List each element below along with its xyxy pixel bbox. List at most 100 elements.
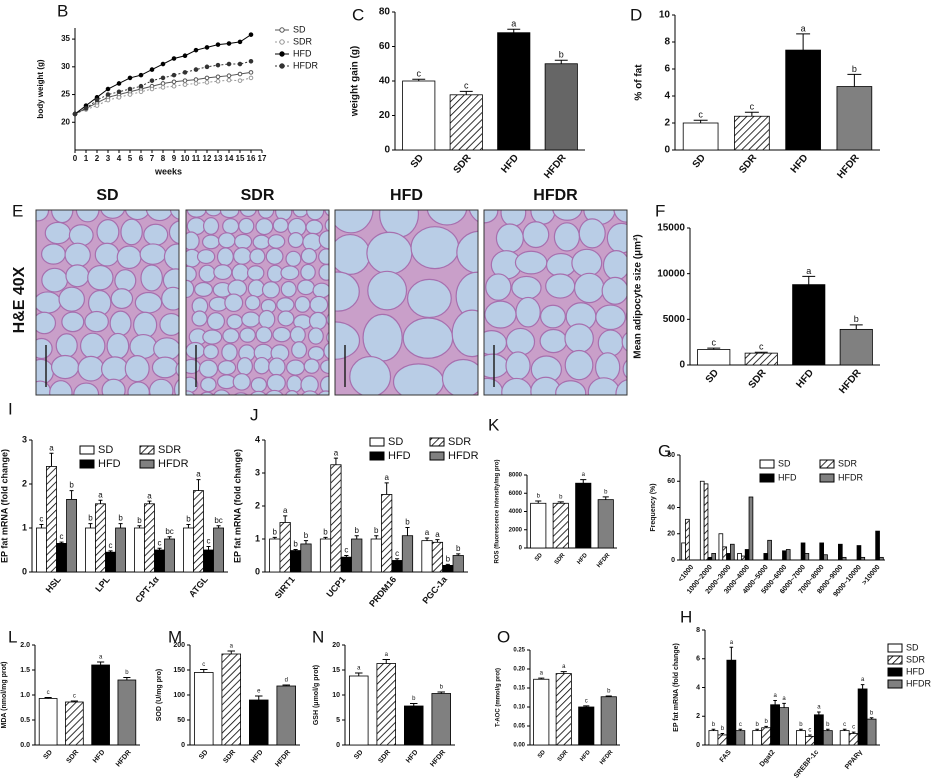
y-tick-label: 80	[379, 7, 391, 18]
bar	[117, 679, 137, 746]
y-axis-label: weight gain (g)	[350, 46, 361, 118]
bar	[105, 551, 116, 573]
significance-letter: a	[435, 530, 440, 539]
image-title: HFD	[390, 187, 423, 204]
legend-swatch	[887, 679, 903, 689]
error-bar	[157, 547, 162, 550]
bar	[822, 730, 833, 746]
point	[138, 89, 144, 95]
panel-label: L	[8, 627, 17, 646]
point	[237, 61, 243, 67]
cell	[96, 219, 120, 245]
bar	[154, 549, 165, 573]
y-axis-label: SOD (U/mg pro)	[156, 669, 163, 722]
bar	[193, 490, 204, 573]
y-axis-label: EP fat mRNA (fold change)	[673, 643, 680, 732]
error-bar	[303, 540, 309, 544]
bar	[707, 556, 713, 561]
cell	[133, 311, 158, 339]
error-bar	[410, 703, 418, 706]
significance-letter: bc	[214, 516, 222, 525]
panel-label: N	[312, 627, 324, 646]
bar	[497, 32, 531, 151]
x-tick-label: 4	[117, 154, 122, 163]
error-bar	[374, 535, 379, 539]
significance-letter: b	[273, 527, 278, 536]
legend-swatch	[819, 459, 835, 469]
cells	[36, 210, 179, 395]
error-bar	[605, 695, 612, 697]
significance-letter: a	[773, 693, 777, 699]
bar	[134, 527, 145, 573]
x-tick-label: HFD	[250, 749, 265, 765]
bar	[421, 540, 433, 573]
point	[237, 78, 243, 83]
bar	[800, 542, 806, 561]
cell	[84, 310, 109, 333]
bar	[763, 553, 769, 561]
significance-letter: b	[405, 518, 410, 527]
bar	[856, 545, 862, 561]
x-tick-label: SD	[198, 749, 210, 761]
significance-letter: b	[137, 516, 142, 525]
bar	[65, 701, 84, 746]
x-tick-label: SDR	[737, 152, 759, 176]
error-bar	[445, 563, 450, 566]
cell	[258, 309, 276, 329]
error-bar	[196, 479, 201, 491]
cell	[500, 210, 527, 227]
y-tick-label: 2	[696, 713, 700, 720]
bar	[819, 542, 824, 561]
bar	[785, 549, 791, 561]
point	[149, 78, 155, 83]
bar	[85, 527, 96, 573]
bar	[144, 503, 155, 573]
bar	[391, 560, 403, 573]
error-bar	[580, 479, 587, 484]
cell	[514, 250, 548, 275]
cell	[294, 295, 311, 313]
bar	[431, 541, 444, 573]
cell	[106, 332, 130, 360]
cell	[255, 218, 274, 236]
cell	[239, 210, 257, 218]
y-axis-label: Mean adipocyte size (μm²)	[633, 234, 644, 358]
x-tick-label: SDR	[747, 367, 769, 391]
significance-letter: b	[852, 64, 857, 74]
y-tick-label: 2	[22, 478, 27, 488]
cell	[124, 354, 150, 383]
bar	[748, 496, 754, 561]
legend-label: HFDR	[838, 472, 863, 482]
significance-letter: c	[852, 725, 855, 731]
cell	[36, 291, 62, 314]
image-frame	[483, 209, 628, 396]
y-tick-label: 0.0	[20, 742, 30, 749]
image-frame	[185, 209, 330, 396]
x-axis-label: weeks	[154, 166, 182, 176]
cell	[326, 331, 329, 344]
cell	[241, 311, 261, 328]
y-tick-label: 8000	[509, 473, 523, 479]
error-bar	[323, 536, 328, 539]
cell	[36, 337, 53, 360]
x-tick-label: HFDR	[542, 152, 569, 181]
point	[116, 89, 122, 95]
y-tick-label: 0.15	[513, 686, 525, 692]
error-bar	[707, 347, 721, 350]
cell	[169, 210, 179, 220]
y-tick-label: 20	[332, 642, 340, 649]
error-bar	[456, 553, 461, 556]
cell	[50, 354, 80, 380]
bar	[66, 498, 77, 573]
bar	[279, 522, 291, 573]
significance-letter: c	[158, 538, 162, 547]
cell	[36, 311, 57, 335]
cell	[198, 359, 219, 378]
error-bar	[382, 659, 390, 664]
significance-letter: a	[582, 472, 586, 478]
cell	[100, 210, 126, 219]
image-title: SD	[96, 187, 118, 204]
cell	[61, 311, 85, 333]
micrograph	[185, 209, 330, 396]
bar	[735, 730, 746, 746]
